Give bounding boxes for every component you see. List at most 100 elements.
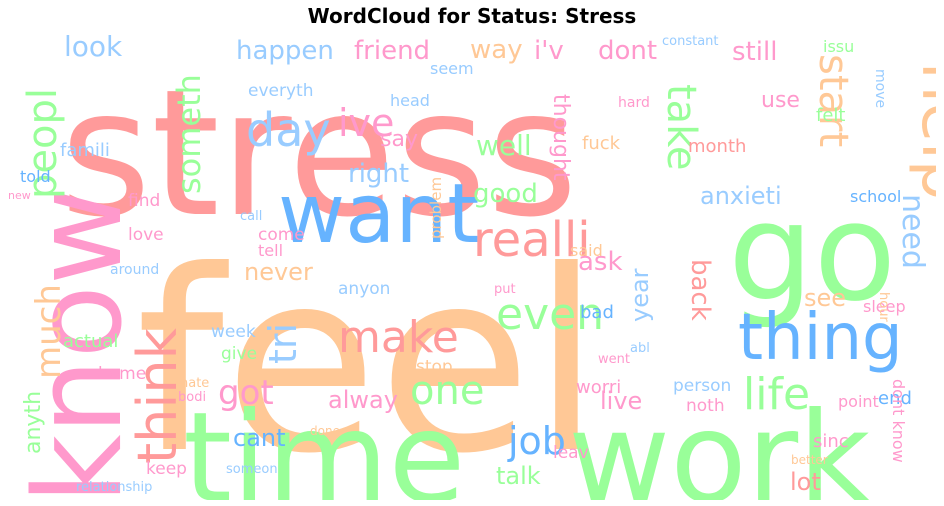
cloud-word: ive: [338, 101, 394, 145]
cloud-word: constant: [662, 34, 719, 49]
cloud-word: around: [110, 262, 159, 278]
cloud-word: come: [258, 225, 305, 245]
cloud-word: bodi: [178, 390, 206, 405]
cloud-word: year: [626, 268, 654, 322]
cloud-word: well: [476, 129, 532, 162]
cloud-word: say: [380, 127, 418, 152]
cloud-word: someon: [226, 462, 278, 477]
cloud-word: back: [685, 259, 715, 321]
cloud-word: good: [473, 179, 538, 209]
cloud-word: got: [218, 373, 274, 413]
cloud-word: famili: [60, 140, 110, 161]
cloud-word: live: [600, 387, 642, 415]
cloud-word: hour: [876, 292, 891, 322]
cloud-word: month: [688, 136, 746, 157]
cloud-word: keep: [146, 459, 187, 479]
cloud-word: alway: [328, 386, 398, 414]
cloud-word: dont know: [889, 379, 908, 463]
cloud-word: thought: [548, 94, 573, 181]
cloud-word: worri: [576, 377, 621, 398]
cloud-word: end: [878, 388, 912, 409]
cloud-word: anxieti: [700, 182, 782, 210]
cloud-word: lot: [790, 468, 821, 496]
cloud-word: feel: [136, 217, 601, 500]
cloud-word: leav: [553, 443, 589, 463]
cloud-word: put: [494, 282, 516, 297]
cloud-word: cant: [233, 424, 286, 452]
cloud-word: relationship: [76, 480, 152, 495]
cloud-word: i'v: [534, 36, 564, 66]
cloud-word: never: [244, 258, 313, 286]
cloud-word: done: [310, 424, 340, 438]
cloud-word: give: [221, 344, 257, 364]
cloud-word: make: [338, 312, 459, 363]
cloud-word: right: [348, 159, 409, 189]
cloud-word: told: [20, 167, 51, 186]
cloud-word: fuck: [582, 133, 621, 154]
cloud-word: way: [470, 35, 523, 65]
cloud-word: anyth: [21, 391, 46, 454]
cloud-word: find: [128, 191, 160, 211]
cloud-word: week: [211, 322, 256, 342]
cloud-word: job: [507, 419, 566, 463]
cloud-word: call: [240, 209, 262, 224]
cloud-word: bad: [580, 302, 614, 323]
cloud-word: noth: [686, 396, 725, 416]
cloud-word: stress: [60, 53, 578, 256]
cloud-word: actual: [63, 331, 118, 352]
page-title: WordCloud for Status: Stress: [307, 4, 637, 28]
cloud-word: much: [29, 284, 69, 379]
cloud-word: time: [183, 386, 465, 500]
cloud-word: happen: [236, 36, 334, 66]
cloud-word: person: [673, 376, 731, 396]
cloud-word: talk: [496, 462, 541, 490]
cloud-word: dont: [598, 36, 657, 66]
cloud-word: ask: [578, 247, 623, 277]
cloud-word: know: [10, 187, 149, 500]
cloud-word: start: [810, 54, 856, 147]
cloud-word: new: [8, 189, 31, 202]
cloud-word: school: [850, 187, 901, 206]
cloud-word: thing: [738, 301, 903, 375]
cloud-word: life: [743, 369, 810, 420]
cloud-word: move: [872, 69, 888, 108]
cloud-word: anyon: [338, 279, 390, 299]
cloud-word: see: [804, 284, 846, 312]
cloud-word: better: [791, 453, 828, 467]
cloud-word: want: [278, 167, 479, 262]
cloud-word: even: [496, 289, 604, 340]
word-cloud: stress feel time work go know want help thing rea…: [8, 34, 936, 500]
cloud-word: help: [907, 62, 936, 200]
cloud-word: go: [728, 174, 896, 331]
cloud-word: realli: [473, 212, 591, 268]
cloud-word: head: [390, 91, 430, 110]
cloud-word: one: [410, 368, 484, 414]
cloud-word: sinc: [813, 431, 849, 452]
cloud-word: sleep: [863, 297, 906, 316]
cloud-word: went: [598, 352, 630, 367]
cloud-word: point: [838, 392, 879, 411]
cloud-word: take: [658, 84, 704, 171]
cloud-word: someth: [170, 74, 208, 194]
cloud-word: work: [568, 386, 871, 500]
cloud-word: hate: [180, 376, 209, 391]
cloud-word: hard: [618, 95, 650, 111]
cloud-word: felt: [816, 105, 845, 126]
cloud-word: issu: [823, 37, 854, 56]
cloud-word: stop: [416, 357, 453, 377]
cloud-word: peopl: [20, 88, 66, 199]
cloud-word: abl: [630, 341, 650, 356]
cloud-word: everyth: [248, 81, 313, 101]
cloud-word: friend: [354, 36, 430, 66]
cloud-word: use: [761, 88, 800, 113]
cloud-word: problem: [427, 177, 445, 239]
cloud-word: look: [64, 34, 123, 63]
cloud-word: tell: [258, 241, 283, 260]
cloud-word: love: [128, 225, 164, 245]
cloud-word: tri: [261, 323, 305, 364]
cloud-word: need: [895, 194, 930, 269]
cloud-word: home: [98, 364, 146, 384]
cloud-word: day: [246, 103, 331, 157]
cloud-word: said: [570, 241, 603, 260]
